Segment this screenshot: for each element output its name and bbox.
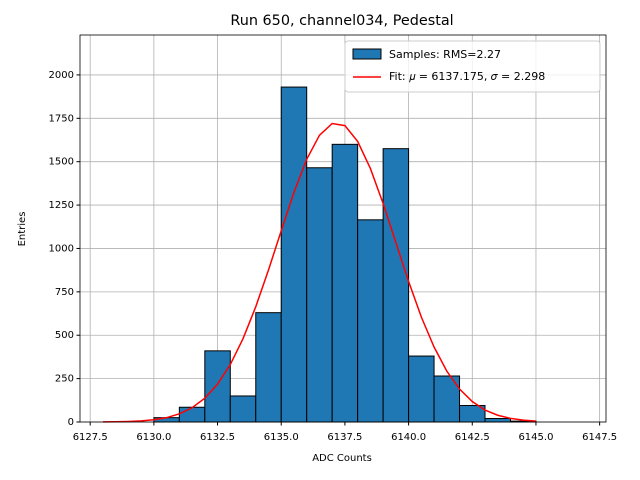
x-tick-label: 6132.5 xyxy=(200,432,235,443)
x-tick-label: 6147.5 xyxy=(582,432,617,443)
x-tick-label: 6140.0 xyxy=(391,432,426,443)
x-axis-label: ADC Counts xyxy=(312,453,372,464)
x-tick-label: 6145.0 xyxy=(518,432,553,443)
legend: Samples: RMS=2.27 Fit: 𝜇 = 6137.175, 𝜎 = … xyxy=(344,40,601,93)
x-tick-label: 6130.0 xyxy=(136,432,171,443)
histogram-bar xyxy=(408,355,435,423)
histogram-bar xyxy=(204,350,231,423)
histogram-bar xyxy=(331,143,359,423)
histogram-bar xyxy=(255,312,282,423)
axes-frame xyxy=(79,34,607,423)
y-tick-label: 1500 xyxy=(49,157,74,168)
histogram-bar xyxy=(178,406,206,423)
histogram-bar xyxy=(382,148,410,423)
y-tick-label: 1000 xyxy=(49,243,74,254)
y-tick-label: 500 xyxy=(55,330,74,341)
y-tick-label: 0 xyxy=(68,417,74,428)
fit-line xyxy=(102,122,537,423)
y-tick-label: 1250 xyxy=(49,200,74,211)
y-tick-label: 2000 xyxy=(49,70,74,81)
histogram-bar xyxy=(484,418,511,423)
histogram-bar xyxy=(306,167,333,423)
x-tick-label: 6127.5 xyxy=(73,432,108,443)
histogram-bar xyxy=(229,395,257,423)
legend-label: Fit: 𝜇 = 6137.175, 𝜎 = 2.298 xyxy=(389,70,545,83)
x-tick-label: 6142.5 xyxy=(455,432,490,443)
legend-box xyxy=(344,40,601,93)
histogram-bar xyxy=(357,219,384,423)
legend-swatch xyxy=(352,48,382,60)
x-tick-label: 6135.0 xyxy=(264,432,299,443)
chart-title: Run 650, channel034, Pedestal xyxy=(230,13,453,29)
y-axis-label: Entries xyxy=(17,212,28,247)
y-tick-label: 1750 xyxy=(49,113,74,124)
x-tick-label: 6137.5 xyxy=(327,432,362,443)
y-tick-label: 250 xyxy=(55,374,74,385)
legend-label: Samples: RMS=2.27 xyxy=(389,48,501,61)
y-tick-label: 750 xyxy=(55,287,74,298)
histogram-bar xyxy=(280,86,308,423)
